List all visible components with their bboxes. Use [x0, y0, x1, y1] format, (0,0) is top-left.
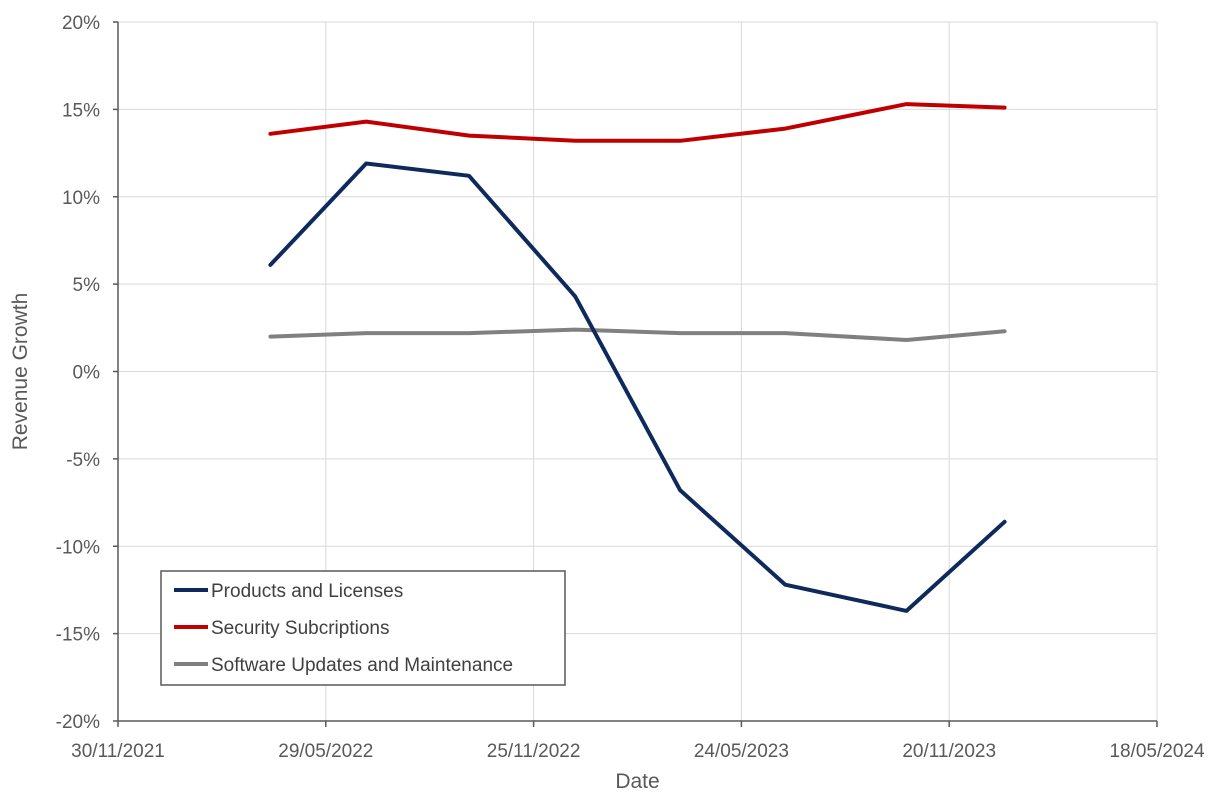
axes — [113, 21, 1158, 727]
y-tick-label: -20% — [56, 712, 100, 733]
x-tick-label: 30/11/2021 — [71, 741, 165, 762]
x-tick-label: 29/05/2022 — [278, 741, 373, 762]
series-lines — [268, 102, 1007, 613]
series-line-security-subcriptions — [268, 102, 1007, 143]
y-tick-label: 10% — [62, 188, 100, 209]
legend-box — [160, 570, 566, 686]
tick-labels: 20% 15% 10% 5% 0% -5% -10% -15% -20% 30/11/2021 29… — [56, 13, 1205, 762]
series-line-products-and-licenses — [268, 161, 1007, 613]
x-axis-title: Date — [615, 770, 659, 793]
legend-entry-label: Security Subcriptions — [211, 618, 389, 639]
y-tick-label: -5% — [66, 450, 100, 471]
y-tick-label: 20% — [62, 13, 100, 34]
y-tick-label: 0% — [73, 363, 101, 384]
y-axis-title: Revenue Growth — [9, 293, 32, 451]
y-tick-label: 15% — [62, 100, 100, 121]
y-tick-label: 5% — [73, 275, 101, 296]
x-tick-label: 20/11/2023 — [902, 741, 996, 762]
x-tick-label: 25/11/2022 — [487, 741, 581, 762]
legend-entry-label: Products and Licenses — [211, 581, 403, 602]
x-tick-label: 18/05/2024 — [1109, 741, 1205, 762]
y-tick-label: -10% — [56, 537, 100, 558]
x-tick-label: 24/05/2023 — [694, 741, 789, 762]
legend-entry-label: Software Updates and Maintenance — [211, 655, 513, 676]
series-line-software-updates-and-maintenance — [268, 327, 1007, 342]
legend: Products and Licenses Security Subcriptio… — [160, 570, 566, 686]
y-tick-label: -15% — [56, 625, 100, 646]
